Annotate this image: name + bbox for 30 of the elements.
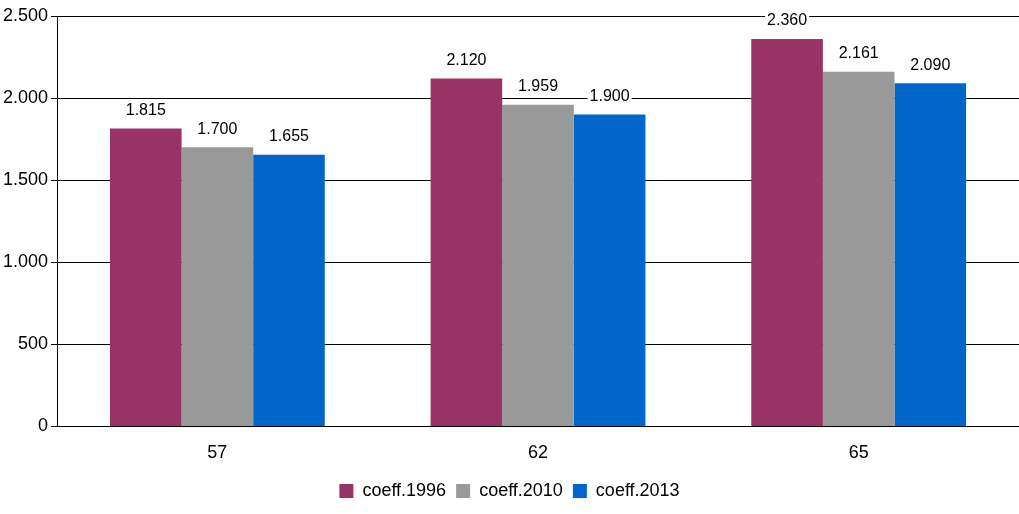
y-tick-label: 2.500	[3, 4, 49, 25]
data-label: 1.655	[268, 127, 310, 145]
x-tick-label: 62	[528, 442, 549, 463]
legend-label: coeff.2010	[479, 479, 563, 500]
bar	[822, 71, 895, 426]
y-tick-label: 1.000	[3, 251, 49, 272]
bar	[502, 104, 574, 426]
x-tick-label: 65	[848, 442, 869, 463]
y-tick-label: 2.000	[3, 87, 49, 108]
data-label: 1.815	[125, 100, 166, 118]
data-label: 2.120	[446, 50, 487, 68]
data-label: 2.090	[910, 55, 951, 73]
bar	[894, 83, 967, 426]
bar	[253, 154, 325, 426]
legend-label: coeff.2013	[595, 479, 680, 500]
data-label: 2.360	[767, 11, 808, 29]
data-label: 1.700	[197, 119, 238, 137]
y-tick-label: 500	[18, 333, 49, 354]
bar	[181, 147, 254, 426]
y-tick-label: 0	[38, 415, 49, 436]
data-label: 1.959	[518, 77, 559, 95]
data-label: 1.900	[589, 86, 630, 104]
bar	[573, 114, 646, 426]
legend-label: coeff.1996	[362, 479, 447, 500]
x-tick-label: 57	[207, 442, 228, 463]
bar	[751, 38, 823, 426]
data-label: 2.161	[838, 44, 879, 62]
bar	[109, 128, 182, 426]
y-tick-label: 1.500	[3, 169, 49, 190]
bar	[430, 78, 503, 426]
